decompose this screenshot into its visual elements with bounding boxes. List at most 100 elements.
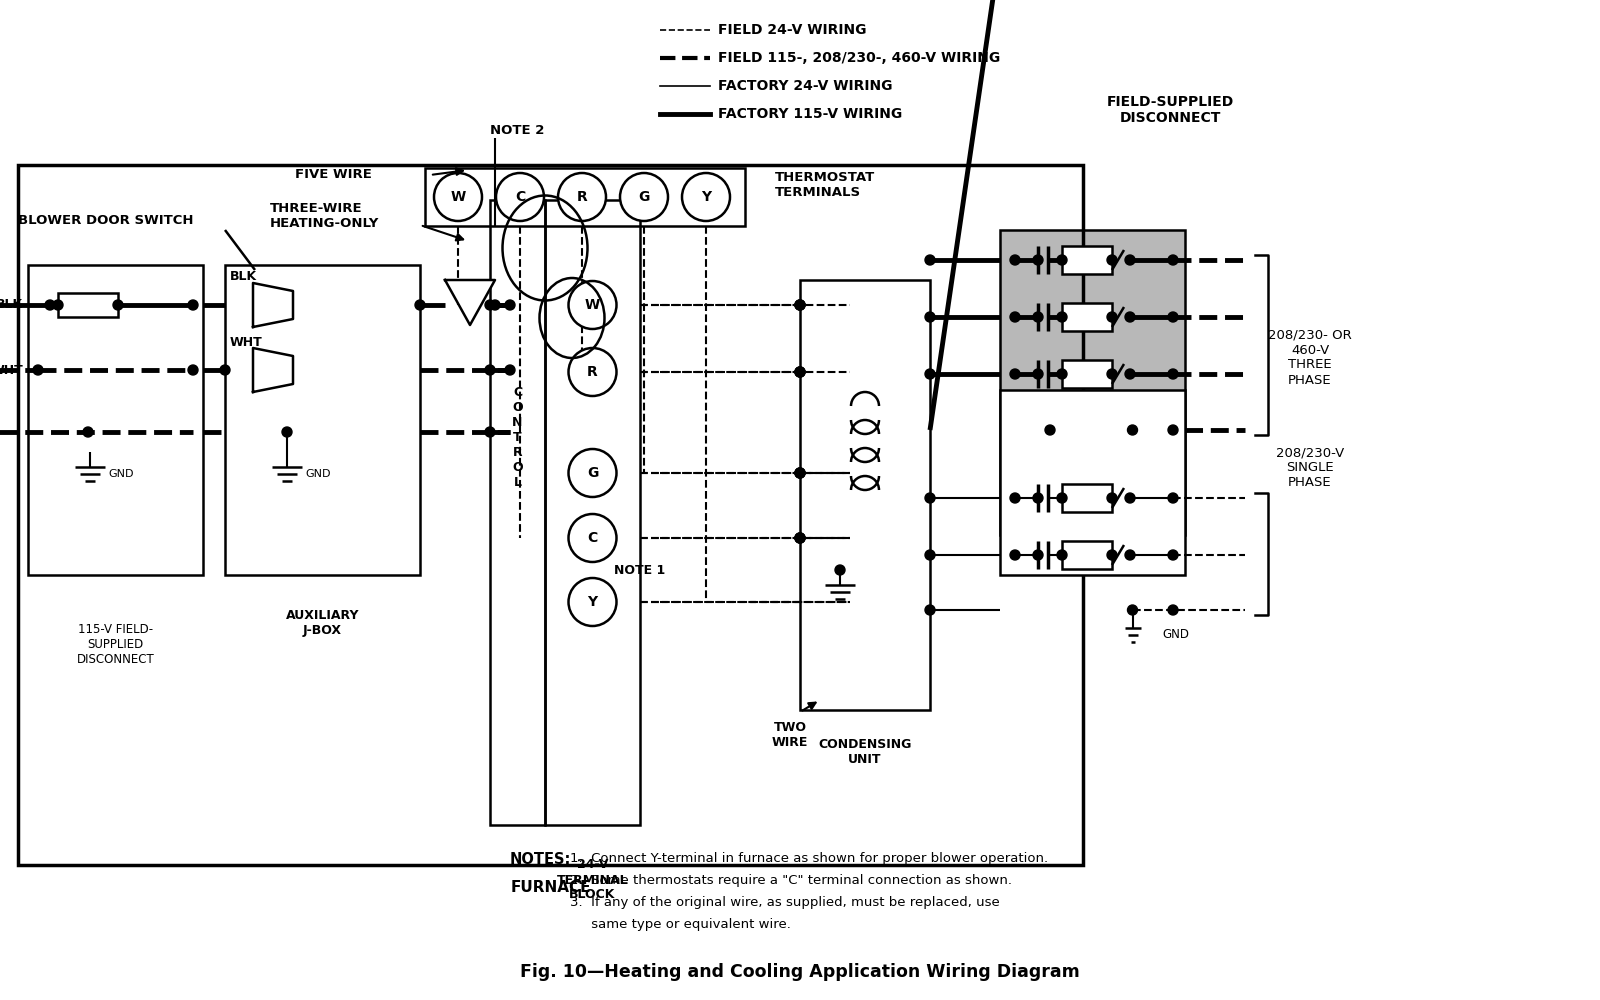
Text: GND: GND	[306, 469, 331, 479]
Bar	[1062, 246, 1112, 274]
Circle shape	[795, 367, 805, 377]
Circle shape	[496, 173, 544, 221]
Text: WHT: WHT	[0, 363, 22, 376]
Circle shape	[795, 300, 805, 310]
Circle shape	[485, 365, 494, 375]
Circle shape	[558, 173, 606, 221]
Circle shape	[189, 300, 198, 310]
Text: GND: GND	[1163, 629, 1189, 642]
Circle shape	[1010, 550, 1021, 560]
Text: 208/230- OR
460-V
THREE
PHASE: 208/230- OR 460-V THREE PHASE	[1269, 328, 1352, 386]
Circle shape	[1107, 255, 1117, 265]
Bar	[1062, 484, 1112, 512]
Circle shape	[1168, 425, 1178, 435]
Bar	[1062, 303, 1112, 331]
Circle shape	[1010, 255, 1021, 265]
Circle shape	[1125, 255, 1134, 265]
Circle shape	[795, 300, 805, 310]
Circle shape	[506, 300, 515, 310]
Circle shape	[1125, 369, 1134, 379]
Text: BLK: BLK	[230, 270, 258, 284]
Circle shape	[795, 533, 805, 543]
Text: FACTORY 24-V WIRING: FACTORY 24-V WIRING	[718, 79, 893, 93]
Circle shape	[1168, 550, 1178, 560]
Bar	[1062, 541, 1112, 569]
Text: FACTORY 115-V WIRING: FACTORY 115-V WIRING	[718, 107, 902, 121]
Text: Y: Y	[587, 595, 597, 609]
Text: 1.  Connect Y-terminal in furnace as shown for proper blower operation.: 1. Connect Y-terminal in furnace as show…	[570, 852, 1048, 865]
Text: Y: Y	[701, 190, 710, 204]
Circle shape	[1168, 255, 1178, 265]
Circle shape	[568, 514, 616, 562]
Text: NOTES:: NOTES:	[510, 852, 571, 867]
Text: TWO
WIRE: TWO WIRE	[771, 721, 808, 749]
Circle shape	[485, 300, 494, 310]
Circle shape	[189, 365, 198, 375]
Text: 24-V
TERMINAL
BLOCK: 24-V TERMINAL BLOCK	[557, 858, 629, 902]
Circle shape	[1034, 312, 1043, 322]
Circle shape	[485, 427, 494, 437]
Circle shape	[795, 468, 805, 478]
Text: G: G	[638, 190, 650, 204]
Circle shape	[795, 468, 805, 478]
Text: C: C	[587, 531, 598, 545]
Text: same type or equivalent wire.: same type or equivalent wire.	[570, 918, 790, 931]
Text: 208/230-V
SINGLE
PHASE: 208/230-V SINGLE PHASE	[1275, 446, 1344, 489]
Text: NOTE 2: NOTE 2	[490, 123, 544, 136]
Circle shape	[925, 493, 934, 503]
Text: AUXILIARY
J-BOX: AUXILIARY J-BOX	[286, 609, 360, 637]
Circle shape	[621, 173, 669, 221]
Polygon shape	[253, 348, 293, 392]
Circle shape	[1168, 493, 1178, 503]
Circle shape	[434, 173, 482, 221]
Circle shape	[34, 365, 43, 375]
Text: 2.  Some thermostats require a "C" terminal connection as shown.: 2. Some thermostats require a "C" termin…	[570, 874, 1013, 887]
Bar	[1062, 360, 1112, 388]
Circle shape	[795, 533, 805, 543]
Circle shape	[795, 468, 805, 478]
Circle shape	[835, 565, 845, 575]
Bar	[426, 168, 746, 226]
Circle shape	[1010, 493, 1021, 503]
Text: G: G	[587, 466, 598, 480]
Bar	[226, 265, 419, 575]
Circle shape	[221, 365, 230, 375]
Circle shape	[1034, 493, 1043, 503]
Circle shape	[925, 312, 934, 322]
Circle shape	[1125, 493, 1134, 503]
Circle shape	[1010, 312, 1021, 322]
Circle shape	[1168, 605, 1178, 615]
Bar	[29, 265, 203, 575]
Text: GND: GND	[109, 469, 133, 479]
Circle shape	[925, 605, 934, 615]
Circle shape	[1107, 312, 1117, 322]
Circle shape	[1168, 312, 1178, 322]
Circle shape	[795, 300, 805, 310]
Text: C: C	[515, 190, 525, 204]
Circle shape	[1058, 312, 1067, 322]
Circle shape	[282, 427, 291, 437]
Circle shape	[795, 533, 805, 543]
Circle shape	[1107, 369, 1117, 379]
Text: CONDENSING
UNIT: CONDENSING UNIT	[818, 738, 912, 766]
Text: THERMOSTAT
TERMINALS: THERMOSTAT TERMINALS	[774, 171, 875, 199]
Bar	[58, 293, 118, 317]
Circle shape	[83, 427, 93, 437]
Circle shape	[568, 348, 616, 396]
Text: NOTE 1: NOTE 1	[614, 564, 666, 576]
Bar	[490, 200, 546, 825]
Circle shape	[1107, 550, 1117, 560]
Circle shape	[490, 300, 499, 310]
Circle shape	[1125, 550, 1134, 560]
Circle shape	[414, 300, 426, 310]
Circle shape	[1128, 425, 1138, 435]
Bar	[800, 280, 930, 710]
Circle shape	[1034, 369, 1043, 379]
Circle shape	[568, 578, 616, 626]
Circle shape	[114, 300, 123, 310]
Text: THREE-WIRE
HEATING-ONLY: THREE-WIRE HEATING-ONLY	[270, 202, 379, 230]
Text: FIELD-SUPPLIED
DISCONNECT: FIELD-SUPPLIED DISCONNECT	[1106, 95, 1234, 125]
Text: W: W	[450, 190, 466, 204]
Text: R: R	[576, 190, 587, 204]
Circle shape	[506, 365, 515, 375]
